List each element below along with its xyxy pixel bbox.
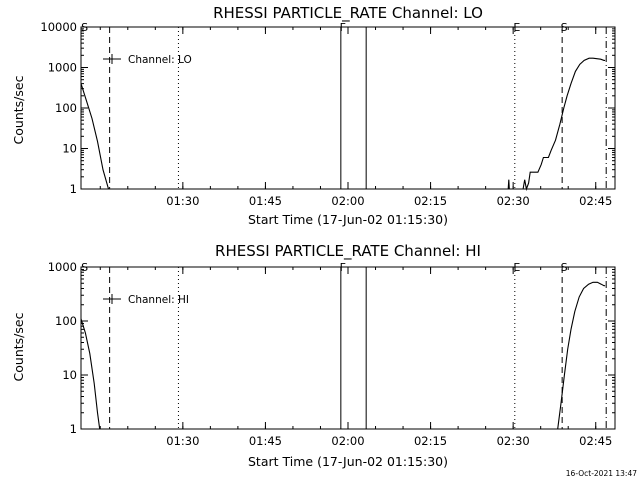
x-tick-label: 02:45 xyxy=(579,434,612,448)
plot-frame xyxy=(80,26,616,190)
y-axis-label: Counts/sec xyxy=(11,75,26,144)
x-tick-label: 02:15 xyxy=(414,194,447,208)
x-tick-label: 02:15 xyxy=(414,434,447,448)
y-tick-label: 10 xyxy=(62,368,77,382)
data-line xyxy=(507,57,606,192)
data-line xyxy=(80,83,110,190)
x-axis-label: Start Time (17-Jun-02 01:15:30) xyxy=(248,212,448,227)
event-marker-letter: F xyxy=(340,21,346,34)
y-axis-label: Counts/sec xyxy=(11,312,26,381)
data-line xyxy=(80,318,101,430)
y-tick-label: 10 xyxy=(62,142,77,156)
x-tick-label: 02:00 xyxy=(331,434,364,448)
x-tick-label: 02:30 xyxy=(497,434,530,448)
footer-timestamp: 16-Oct-2021 13:47 xyxy=(566,469,637,478)
chart-title: RHESSI PARTICLE_RATE Channel: LO xyxy=(213,4,483,23)
event-marker-letter: S xyxy=(561,21,568,34)
x-tick-label: 01:45 xyxy=(249,434,282,448)
x-tick-label: 01:30 xyxy=(166,434,199,448)
event-marker-letter: F xyxy=(340,261,346,274)
legend-label: Channel: HI xyxy=(128,294,189,306)
y-tick-label: 1 xyxy=(70,422,77,436)
x-tick-label: 01:30 xyxy=(166,194,199,208)
event-marker-letter: S xyxy=(81,21,88,34)
x-axis-label: Start Time (17-Jun-02 01:15:30) xyxy=(248,454,448,469)
x-tick-label: 01:45 xyxy=(249,194,282,208)
event-marker-letter: S xyxy=(561,261,568,274)
panel-lo: RHESSI PARTICLE_RATE Channel: LO Counts/… xyxy=(11,4,616,227)
plot-frame xyxy=(80,266,616,430)
y-tick-label: 1000 xyxy=(48,260,77,274)
x-tick-label: 02:30 xyxy=(497,194,530,208)
x-tick-label: 02:45 xyxy=(579,194,612,208)
y-tick-label: 1000 xyxy=(48,61,77,75)
event-marker-letter: E xyxy=(513,261,520,274)
x-tick-label: 02:00 xyxy=(331,194,364,208)
data-line xyxy=(557,281,606,430)
y-tick-label: 1 xyxy=(70,182,77,196)
event-marker-letter: E xyxy=(513,21,520,34)
y-tick-label: 10000 xyxy=(40,20,77,34)
chart-title: RHESSI PARTICLE_RATE Channel: HI xyxy=(215,242,481,261)
panel-hi: RHESSI PARTICLE_RATE Channel: HI Counts/… xyxy=(11,242,616,469)
event-marker-letter: S xyxy=(81,261,88,274)
legend-label: Channel: LO xyxy=(128,54,192,66)
y-tick-label: 100 xyxy=(55,101,77,115)
y-tick-label: 100 xyxy=(55,314,77,328)
